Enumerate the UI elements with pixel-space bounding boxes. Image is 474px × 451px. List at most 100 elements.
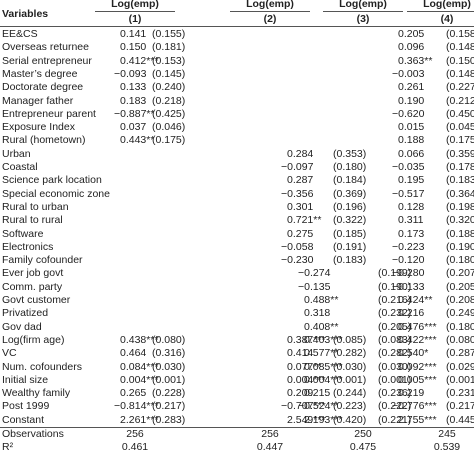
- cell: Electronics: [2, 240, 54, 253]
- cell: −0.133: [392, 280, 425, 293]
- cell: (0.216): [378, 294, 412, 306]
- header-cell: Log(emp): [423, 0, 471, 10]
- cell: Overseas returnee: [2, 41, 89, 54]
- cell: (0.282): [378, 347, 412, 360]
- cell: (0.228): [152, 387, 186, 400]
- cell: −0.776***: [392, 400, 437, 413]
- cell: −0.223: [392, 240, 425, 253]
- cell: (0.322): [333, 214, 367, 227]
- cell: (0.353): [333, 147, 367, 160]
- cell: Serial entrepreneur: [2, 54, 92, 67]
- cell: (0.191): [333, 240, 367, 253]
- cell: 0.438***: [120, 333, 159, 346]
- cell: 0.261: [398, 81, 425, 94]
- cell: Software: [2, 227, 44, 240]
- cell: (0.205): [378, 320, 412, 333]
- cell: (0.196): [333, 200, 367, 213]
- cell: −0.274: [298, 267, 331, 280]
- cell: Initial size: [2, 373, 49, 386]
- cell: (0.222): [378, 400, 412, 413]
- cell: 0.447: [256, 441, 284, 451]
- cell: 0.476***: [398, 320, 437, 333]
- cell: 0.475: [349, 441, 377, 451]
- cell: (0.030): [152, 360, 186, 373]
- cell: Urban: [2, 147, 31, 160]
- cell: R²: [2, 441, 14, 451]
- cell: Num. cofounders: [2, 360, 82, 373]
- cell: 0.037: [120, 121, 147, 134]
- cell: (0.080): [152, 333, 186, 346]
- cell: −0.097: [281, 161, 314, 173]
- rule: [407, 11, 474, 12]
- cell: 0.133: [120, 81, 147, 94]
- cell: (0.145): [152, 67, 186, 80]
- cell: 0.311: [398, 214, 424, 227]
- cell: 0.150: [120, 41, 147, 54]
- cell: −0.135: [298, 280, 331, 293]
- cell: (0.180): [333, 161, 367, 173]
- rule: [0, 427, 474, 428]
- header-cell: Log(emp): [339, 0, 387, 10]
- cell: Comm. party: [2, 280, 63, 293]
- cell: 0.004***: [120, 373, 159, 386]
- cell: 0.173: [398, 227, 425, 240]
- cell: (0.001): [333, 373, 367, 386]
- header-cell: (3): [356, 13, 370, 25]
- cell: (0.359): [446, 147, 474, 160]
- cell: (0.205): [446, 280, 474, 293]
- cell: (0.158): [446, 28, 474, 40]
- cell: Govt customer: [2, 294, 71, 306]
- cell: 0.209: [287, 387, 314, 400]
- cell: (0.178): [446, 161, 474, 173]
- cell: 0.488**: [304, 294, 339, 306]
- cell: 0.284: [287, 147, 314, 160]
- cell: 0.092***: [398, 360, 437, 373]
- cell: Wealthy family: [2, 387, 71, 400]
- cell: Master’s degree: [2, 67, 78, 80]
- cell: 0.464: [120, 347, 147, 360]
- cell: (0.175): [446, 134, 474, 147]
- rule: [323, 11, 403, 12]
- cell: −0.280: [392, 267, 425, 280]
- cell: (0.369): [333, 187, 367, 200]
- cell: Rural to rural: [2, 214, 63, 227]
- cell: −0.620: [392, 107, 425, 120]
- cell: −0.093: [114, 67, 147, 80]
- cell: 0.443**: [120, 134, 155, 147]
- cell: (0.198): [446, 200, 474, 213]
- cell: (0.150): [446, 54, 474, 67]
- cell: 0.539: [433, 441, 461, 451]
- cell: (0.420): [333, 413, 367, 426]
- cell: (0.232): [378, 307, 412, 320]
- cell: (0.218): [152, 94, 186, 107]
- cell: (0.153): [152, 54, 186, 67]
- cell: 0.540*: [398, 347, 429, 360]
- rule: [230, 11, 310, 12]
- cell: (0.046): [152, 121, 186, 134]
- cell: (0.217): [446, 400, 474, 413]
- cell: 0.287: [287, 174, 314, 187]
- cell: (0.212): [446, 94, 474, 107]
- cell: −0.058: [281, 240, 314, 253]
- cell: (0.030): [378, 360, 412, 373]
- cell: 0.077**: [287, 360, 322, 373]
- cell: (0.183): [333, 254, 367, 267]
- cell: (0.045): [446, 121, 474, 134]
- cell: Ever job govt: [2, 267, 64, 280]
- cell: −0.035: [392, 161, 425, 173]
- header-cell: Variables: [2, 8, 49, 20]
- cell: (0.316): [152, 347, 186, 360]
- cell: Manager father: [2, 94, 74, 107]
- cell: (0.217): [152, 400, 186, 413]
- cell: −0.003: [392, 67, 425, 80]
- cell: 0.412***: [120, 54, 159, 67]
- cell: (0.207): [446, 267, 474, 280]
- cell: 0.190: [398, 94, 425, 107]
- cell: 0.408**: [304, 320, 339, 333]
- cell: (0.183): [446, 174, 474, 187]
- cell: −0.887**: [114, 107, 155, 120]
- rule: [95, 11, 175, 12]
- cell: Exposure Index: [2, 121, 75, 134]
- cell: 256: [126, 428, 144, 440]
